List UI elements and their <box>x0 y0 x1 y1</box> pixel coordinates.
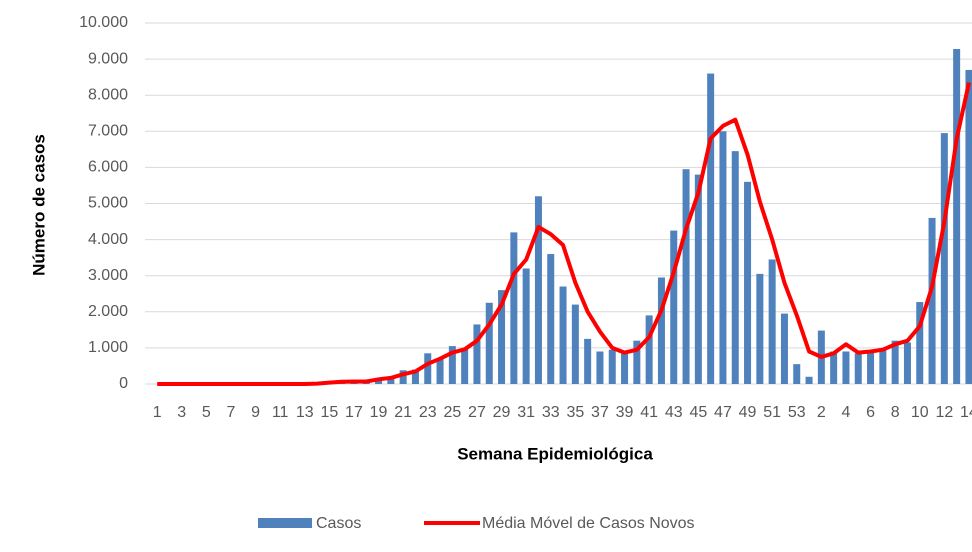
bar <box>399 370 407 384</box>
bar <box>387 376 395 384</box>
bar <box>473 324 481 384</box>
x-tick-label: 10 <box>911 404 929 421</box>
bar <box>510 232 518 384</box>
x-tick-label: 15 <box>320 404 338 421</box>
y-tick-label: 7.000 <box>88 123 128 140</box>
x-tick-label: 4 <box>841 404 850 421</box>
x-tick-label: 35 <box>566 404 584 421</box>
bar <box>916 302 924 384</box>
x-tick-label: 27 <box>468 404 486 421</box>
legend-swatch <box>258 518 312 528</box>
bar <box>928 217 936 384</box>
bar <box>547 254 555 384</box>
bar <box>744 181 752 384</box>
bar <box>768 259 776 384</box>
bar <box>756 273 764 384</box>
x-tick-label: 39 <box>616 404 634 421</box>
bar <box>780 313 788 384</box>
bar <box>842 351 850 384</box>
bar <box>805 376 813 384</box>
y-tick-label: 3.000 <box>88 267 128 284</box>
bar <box>633 340 641 384</box>
y-tick-label: 5.000 <box>88 195 128 212</box>
bar <box>411 369 419 384</box>
x-tick-label: 13 <box>296 404 314 421</box>
x-tick-label: 53 <box>788 404 806 421</box>
bar <box>645 315 653 384</box>
bar <box>891 340 899 384</box>
x-axis-title: Semana Epidemiológica <box>457 444 653 463</box>
bar <box>793 364 801 384</box>
x-tick-label: 7 <box>226 404 235 421</box>
x-tick-label: 37 <box>591 404 609 421</box>
bar <box>682 169 690 384</box>
bar <box>965 69 972 385</box>
bar <box>608 349 616 384</box>
bar <box>879 347 887 384</box>
x-tick-label: 1 <box>153 404 162 421</box>
x-tick-label: 8 <box>891 404 900 421</box>
bar <box>940 133 948 384</box>
bar <box>953 48 961 384</box>
x-tick-label: 17 <box>345 404 363 421</box>
bar <box>424 353 432 384</box>
bar <box>559 286 567 384</box>
bar <box>436 358 444 384</box>
x-tick-label: 23 <box>419 404 437 421</box>
bar <box>448 346 456 384</box>
x-tick-label: 11 <box>272 404 289 421</box>
x-tick-label: 41 <box>640 404 658 421</box>
x-tick-label: 12 <box>935 404 953 421</box>
y-tick-label: 9.000 <box>88 50 128 67</box>
x-tick-label: 33 <box>542 404 560 421</box>
bar <box>621 353 629 384</box>
y-tick-label: 4.000 <box>88 231 128 248</box>
bar <box>596 351 604 384</box>
x-tick-label: 31 <box>517 404 535 421</box>
x-tick-label: 21 <box>394 404 412 421</box>
bar <box>719 131 727 384</box>
legend-label: Casos <box>316 515 361 532</box>
bar <box>571 304 579 384</box>
x-tick-label: 47 <box>714 404 732 421</box>
x-tick-label: 25 <box>443 404 461 421</box>
y-tick-label: 10.000 <box>79 14 128 31</box>
x-tick-label: 9 <box>251 404 260 421</box>
x-tick-label: 3 <box>177 404 186 421</box>
x-tick-label: 14 <box>960 404 972 421</box>
bar <box>657 277 665 384</box>
y-tick-label: 8.000 <box>88 86 128 103</box>
y-axis-title: Número de casos <box>29 134 48 276</box>
bar <box>867 351 875 384</box>
bar <box>485 302 493 384</box>
bar <box>903 342 911 384</box>
bar <box>670 230 678 384</box>
bar <box>534 196 542 384</box>
y-tick-label: 2.000 <box>88 303 128 320</box>
bar <box>830 351 838 384</box>
y-tick-label: 0 <box>119 375 128 392</box>
x-tick-label: 2 <box>817 404 826 421</box>
bar <box>522 268 530 384</box>
bar <box>694 174 702 384</box>
bar <box>707 73 715 384</box>
x-tick-label: 51 <box>763 404 781 421</box>
legend-label: Média Móvel de Casos Novos <box>482 515 695 532</box>
bar <box>584 338 592 384</box>
y-tick-label: 6.000 <box>88 159 128 176</box>
x-tick-label: 19 <box>370 404 388 421</box>
bar <box>854 353 862 384</box>
x-tick-label: 45 <box>689 404 707 421</box>
bar <box>731 151 739 384</box>
bar <box>461 347 469 384</box>
bar <box>498 290 506 384</box>
x-tick-label: 5 <box>202 404 211 421</box>
y-tick-label: 1.000 <box>88 339 128 356</box>
line <box>157 82 971 386</box>
x-tick-label: 6 <box>866 404 875 421</box>
x-tick-label: 49 <box>739 404 757 421</box>
x-tick-label: 43 <box>665 404 683 421</box>
x-tick-label: 29 <box>493 404 511 421</box>
